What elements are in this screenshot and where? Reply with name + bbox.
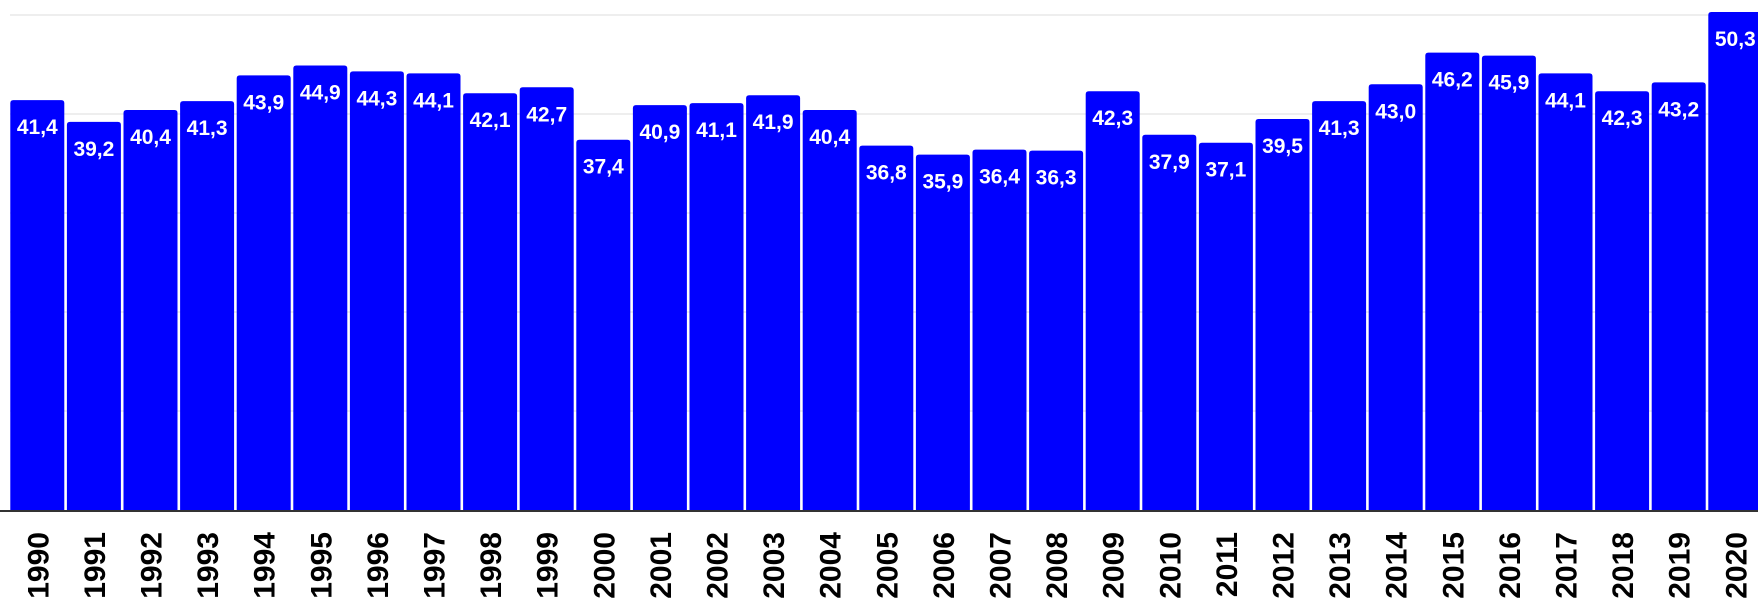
tick-label-2000: 2000: [588, 532, 621, 599]
value-label-1991: 39,2: [73, 138, 114, 161]
value-label-2014: 43,0: [1375, 100, 1416, 123]
value-label-1997: 44,1: [413, 89, 454, 112]
bar-2003: [746, 95, 801, 510]
value-label-1994: 43,9: [243, 91, 284, 114]
bar-2007: [972, 149, 1027, 510]
bar-1993: [180, 101, 235, 510]
value-label-1990: 41,4: [17, 116, 58, 139]
bar-2010: [1142, 134, 1197, 511]
value-label-2015: 46,2: [1432, 69, 1473, 92]
bar-1997: [406, 73, 461, 510]
bar-2020: [1708, 12, 1758, 510]
value-label-1998: 42,1: [470, 109, 511, 132]
bar-2018: [1595, 91, 1650, 510]
bar-2014: [1368, 84, 1423, 511]
tick-label-2002: 2002: [702, 532, 735, 599]
tick-label-2015: 2015: [1437, 532, 1470, 599]
bar-2017: [1538, 73, 1593, 510]
tick-label-2007: 2007: [985, 532, 1018, 599]
bar-2011: [1198, 142, 1253, 510]
value-label-2006: 35,9: [922, 171, 963, 194]
bar-1990: [10, 100, 65, 510]
value-label-2010: 37,9: [1149, 151, 1190, 174]
tick-label-2014: 2014: [1381, 532, 1414, 599]
bar-2019: [1651, 82, 1706, 510]
tick-label-2008: 2008: [1041, 532, 1074, 599]
value-label-1995: 44,9: [300, 81, 341, 104]
tick-label-1992: 1992: [136, 532, 169, 599]
value-labels: 41,4 39,2 40,4 41,3 43,9 44,9 44,3 44,1 42,1 42,7…: [17, 28, 1756, 194]
value-label-2000: 37,4: [583, 156, 624, 179]
tick-label-1995: 1995: [305, 532, 338, 599]
tick-label-2020: 2020: [1720, 532, 1753, 599]
value-label-2013: 41,3: [1319, 117, 1360, 140]
tick-label-2005: 2005: [871, 532, 904, 599]
tick-label-1997: 1997: [419, 532, 452, 599]
tick-label-2017: 2017: [1551, 532, 1584, 599]
value-label-2011: 37,1: [1205, 159, 1246, 182]
bar-2008: [1029, 150, 1084, 510]
bar-1995: [293, 65, 348, 511]
bar-2013: [1312, 101, 1367, 510]
value-label-2019: 43,2: [1658, 98, 1699, 121]
value-label-2008: 36,3: [1036, 167, 1077, 190]
value-label-1999: 42,7: [526, 103, 567, 126]
bar-1992: [123, 110, 178, 510]
value-label-1996: 44,3: [356, 87, 397, 110]
tick-label-1990: 1990: [22, 532, 55, 599]
tick-label-2016: 2016: [1494, 532, 1527, 599]
bar-2002: [689, 103, 744, 511]
value-label-2017: 44,1: [1545, 89, 1586, 112]
tick-label-2009: 2009: [1098, 532, 1131, 599]
tick-label-2010: 2010: [1154, 532, 1187, 599]
bar-1998: [463, 93, 518, 511]
value-label-2007: 36,4: [979, 166, 1020, 189]
tick-label-2013: 2013: [1324, 532, 1357, 599]
value-label-2016: 45,9: [1488, 72, 1529, 95]
value-label-2001: 40,9: [639, 121, 680, 144]
tick-label-1999: 1999: [532, 532, 565, 599]
bar-1994: [236, 75, 291, 510]
tick-label-2006: 2006: [928, 532, 961, 599]
value-label-2004: 40,4: [809, 126, 850, 149]
tick-label-2003: 2003: [758, 532, 791, 599]
bar-1996: [349, 71, 404, 511]
value-label-2003: 41,9: [753, 111, 794, 134]
value-label-2002: 41,1: [696, 119, 737, 142]
value-label-2009: 42,3: [1092, 107, 1133, 130]
tick-label-1993: 1993: [192, 532, 225, 599]
value-label-1992: 40,4: [130, 126, 171, 149]
bar-2005: [859, 145, 914, 510]
tick-label-2019: 2019: [1664, 532, 1697, 599]
bar-2009: [1085, 91, 1140, 510]
bar-2004: [802, 110, 857, 510]
tick-label-1991: 1991: [79, 532, 112, 599]
tick-label-1996: 1996: [362, 532, 395, 599]
value-label-2018: 42,3: [1602, 107, 1643, 130]
tick-label-1994: 1994: [249, 532, 282, 599]
value-label-2005: 36,8: [866, 162, 907, 185]
tick-label-2011: 2011: [1211, 532, 1244, 597]
bar-2015: [1425, 52, 1480, 511]
bar-2012: [1255, 118, 1310, 510]
bar-2001: [632, 105, 687, 510]
value-label-1993: 41,3: [187, 117, 228, 140]
x-tick-labels: 1990 1991 1992 1993 1994 1995 1996 1997 1998 1999…: [22, 532, 1753, 599]
bar-2006: [915, 154, 970, 510]
bar-1991: [66, 121, 121, 511]
bar-2000: [576, 139, 631, 511]
value-label-2020: 50,3: [1715, 28, 1756, 51]
bar-1999: [519, 87, 574, 511]
tick-label-2004: 2004: [815, 532, 848, 599]
tick-label-2001: 2001: [645, 532, 678, 599]
value-label-2012: 39,5: [1262, 135, 1303, 158]
bar-2016: [1481, 55, 1536, 511]
tick-label-1998: 1998: [475, 532, 508, 599]
bars: [10, 12, 1758, 511]
tick-label-2018: 2018: [1607, 532, 1640, 599]
tick-label-2012: 2012: [1268, 532, 1301, 599]
